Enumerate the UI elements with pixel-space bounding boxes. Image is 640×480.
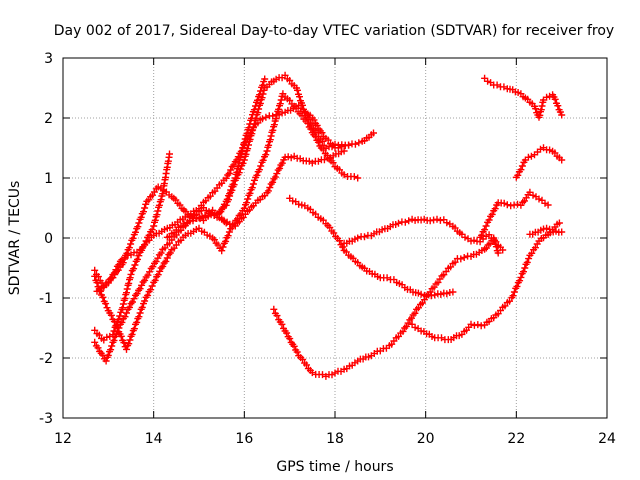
series-markers (218, 147, 348, 230)
chart-title: Day 002 of 2017, Sidereal Day-to-day VTE… (54, 23, 614, 39)
x-tick-label: 18 (326, 431, 344, 447)
series-arc-13 (481, 74, 566, 121)
series-arc-4 (91, 90, 362, 353)
y-tick-label: 2 (44, 111, 53, 127)
series-markers (270, 234, 502, 380)
x-tick-label: 20 (417, 431, 435, 447)
y-tick-label: 0 (44, 231, 53, 247)
y-tick-label: -2 (39, 351, 53, 367)
series-markers (408, 227, 566, 344)
x-tick-label: 24 (598, 431, 616, 447)
x-tick-label: 14 (145, 431, 163, 447)
data-series (91, 71, 566, 380)
series-markers (163, 71, 353, 241)
y-tick-label: 3 (44, 51, 53, 67)
y-axis-label: SDTVAR / TECUs (7, 181, 23, 296)
y-tick-label: -1 (39, 291, 53, 307)
series-arc-11 (408, 227, 566, 344)
series-markers (526, 219, 563, 238)
series-arc-12 (476, 188, 552, 241)
x-axis-label: GPS time / hours (276, 459, 393, 475)
series-markers (476, 188, 552, 241)
x-tick-label: 16 (235, 431, 253, 447)
y-tick-label: 1 (44, 171, 53, 187)
series-markers (91, 90, 362, 353)
x-tick-label: 22 (507, 431, 525, 447)
series-arc-14 (512, 144, 566, 181)
y-tick-label: -3 (39, 411, 53, 427)
series-markers (512, 144, 566, 181)
series-arc-6 (163, 71, 353, 241)
series-arc-10 (340, 215, 507, 254)
series-arc-7 (218, 147, 348, 230)
series-arc-9 (270, 234, 502, 380)
series-markers (340, 215, 507, 254)
x-tick-label: 12 (54, 431, 72, 447)
series-markers (286, 194, 457, 300)
series-arc-15 (526, 219, 563, 238)
series-arc-8 (286, 194, 457, 300)
series-markers (481, 74, 566, 121)
